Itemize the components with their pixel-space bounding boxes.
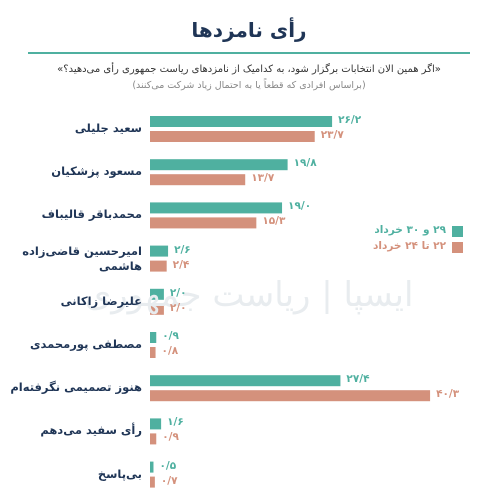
value-label: ۲۶/۲ xyxy=(338,114,362,126)
category-label: مسعود پزشکیان xyxy=(51,164,142,179)
value-label: ۰/۹ xyxy=(162,431,179,444)
value-label: ۰/۸ xyxy=(161,345,179,357)
value-label: ۱۳/۷ xyxy=(251,172,275,185)
legend-swatch xyxy=(452,242,463,253)
value-label: ۲۷/۴ xyxy=(346,373,370,386)
category-label: هنوز تصمیمی نگرفته‌ام xyxy=(10,380,142,395)
value-label: ۱۹/۰ xyxy=(288,200,312,213)
category-label: بی‌پاسخ xyxy=(97,466,142,481)
bar xyxy=(150,159,288,171)
value-label: ۰/۵ xyxy=(159,459,177,472)
bar xyxy=(150,202,283,214)
bar xyxy=(150,288,164,300)
category-label: مصطفی پورمحمدی xyxy=(29,337,142,351)
value-label: ۰/۷ xyxy=(160,474,178,487)
category-label: علیرضا زاکانی xyxy=(60,293,142,308)
bar xyxy=(150,375,341,387)
value-label: ۱/۶ xyxy=(167,416,184,429)
category-label: رأی سفید می‌دهم xyxy=(40,423,142,438)
chart-note: (براساس افرادی که قطعاً یا به احتمال زیا… xyxy=(132,80,366,91)
bar xyxy=(150,245,169,257)
bar xyxy=(150,390,431,402)
bar xyxy=(150,174,246,186)
value-label: ۱۹/۸ xyxy=(293,157,317,170)
value-label: ۲/۰ xyxy=(169,286,187,299)
value-label: ۲/۴ xyxy=(172,258,190,271)
bar xyxy=(150,418,162,430)
legend-swatch xyxy=(452,226,463,237)
watermark: ایسپا | ریاست جمهوری xyxy=(84,275,414,315)
legend-label: ۲۲ تا ۲۴ خرداد xyxy=(373,240,446,252)
bar xyxy=(150,217,257,229)
value-label: ۲/۰ xyxy=(169,301,187,314)
chart-subtitle: «اگر همین الان انتخابات برگزار شود، به ک… xyxy=(57,64,441,75)
value-label: ۰/۹ xyxy=(162,330,179,342)
bar xyxy=(150,347,156,358)
category-label: محمدباقر قالیباف xyxy=(41,207,142,222)
bar xyxy=(150,303,164,315)
bar xyxy=(150,433,157,445)
bar xyxy=(150,260,167,272)
bar xyxy=(150,476,155,488)
bar xyxy=(150,131,315,142)
value-label: ۲۳/۷ xyxy=(320,129,344,141)
bar xyxy=(150,116,333,127)
bar xyxy=(150,332,157,343)
chart-title: رأی نامزدها xyxy=(191,18,307,42)
value-label: ۱۵/۳ xyxy=(262,215,286,228)
category-label: سعید جلیلی xyxy=(74,121,142,135)
bar xyxy=(150,461,154,473)
legend-label: ۲۹ و ۳۰ خرداد xyxy=(374,224,446,236)
category-label: امیرحسین قاضی‌زاده هاشمی xyxy=(22,243,142,273)
value-label: ۴۰/۳ xyxy=(436,388,460,401)
value-label: ۲/۶ xyxy=(174,243,191,256)
